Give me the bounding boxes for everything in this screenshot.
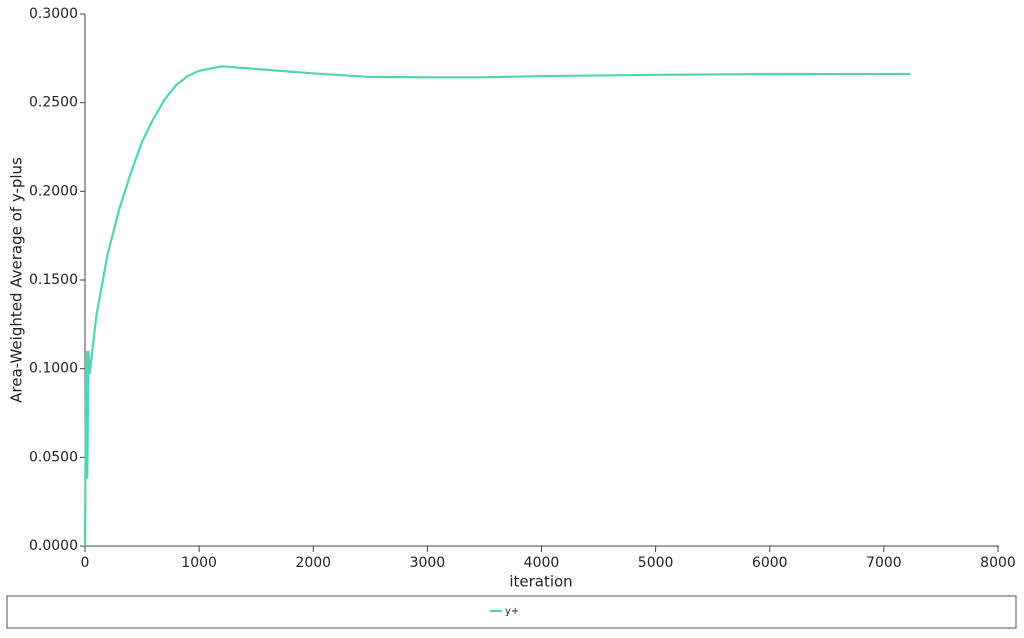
y-tick-label: 0.0500	[29, 449, 78, 465]
x-tick-label: 2000	[295, 555, 331, 571]
x-axis-label: iteration	[509, 573, 572, 591]
data-line	[83, 65, 911, 547]
y-tick-label: 0.2000	[29, 183, 78, 199]
legend-label: y+	[505, 606, 519, 617]
x-tick-label: 1000	[181, 555, 217, 571]
y-tick-label: 0.0000	[29, 538, 78, 554]
x-tick-label: 0	[81, 555, 90, 571]
x-tick-label: 5000	[638, 555, 674, 571]
x-tick-label: 8000	[980, 555, 1016, 571]
x-tick-label: 3000	[410, 555, 446, 571]
x-tick-label: 6000	[752, 555, 788, 571]
x-tick-label: 7000	[866, 555, 902, 571]
y-tick-label: 0.1000	[29, 361, 78, 377]
x-tick-label: 4000	[524, 555, 560, 571]
legend	[6, 595, 1017, 629]
y-tick-label: 0.1500	[29, 272, 78, 288]
y-tick-label: 0.3000	[29, 6, 78, 22]
y-axis-label: Area-Weighted Average of y-plus	[8, 157, 26, 403]
y-tick-label: 0.2500	[29, 95, 78, 111]
